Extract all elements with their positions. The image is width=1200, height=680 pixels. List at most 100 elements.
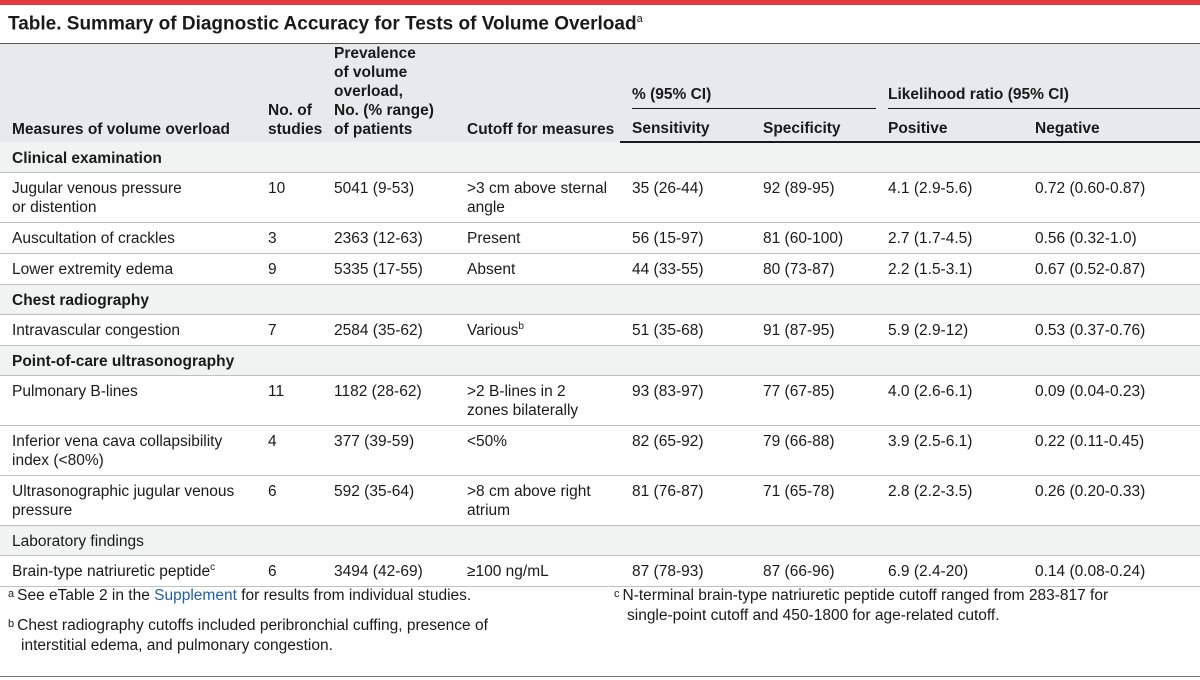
title-divider (0, 43, 1200, 44)
cell-prevalence: 592 (35-64) (322, 475, 455, 526)
table-row: Lower extremity edema 9 5335 (17-55) Absent… (0, 253, 1200, 285)
cell-sensitivity: 81 (76-87) (620, 475, 751, 526)
cell-negative: 0.67 (0.52-0.87) (1023, 253, 1200, 285)
cell-studies: 6 (256, 555, 322, 587)
cell-prevalence: 5335 (17-55) (322, 253, 455, 285)
section-header: Laboratory findings (0, 525, 1200, 556)
supplement-link[interactable]: Supplement (154, 587, 237, 604)
cell-cutoff: Variousb (455, 314, 620, 346)
header-prevalence: Prevalence of volume overload, No. (% range… (322, 44, 455, 142)
table-row: Intravascular congestion 7 2584 (35-62) Var… (0, 314, 1200, 346)
cell-sensitivity: 44 (33-55) (620, 253, 751, 285)
header-measures: Measures of volume overload (0, 44, 256, 142)
cell-cutoff: <50% (455, 425, 620, 476)
cell-negative: 0.22 (0.11-0.45) (1023, 425, 1200, 476)
cell-negative: 0.72 (0.60-0.87) (1023, 172, 1200, 223)
cell-negative: 0.14 (0.08-0.24) (1023, 555, 1200, 587)
cell-measure: Brain-type natriuretic peptidec (0, 555, 256, 587)
cell-prevalence: 3494 (42-69) (322, 555, 455, 587)
cell-specificity: 87 (66-96) (751, 555, 876, 587)
cell-studies: 10 (256, 172, 322, 223)
cell-positive: 3.9 (2.5-6.1) (876, 425, 1023, 476)
footnote-a: a See eTable 2 in the Supplement for resu… (8, 587, 472, 604)
header-likelihood-group: Likelihood ratio (95% CI) (876, 44, 1200, 113)
title-footnote-mark: a (636, 13, 643, 25)
header-specificity: Specificity (751, 113, 876, 143)
header-sensitivity: Sensitivity (620, 113, 751, 143)
section-title: Clinical examination (0, 142, 1200, 173)
header-negative: Negative (1023, 113, 1200, 143)
cell-negative: 0.26 (0.20-0.33) (1023, 475, 1200, 526)
cell-measure: Intravascular congestion (0, 314, 256, 346)
footnote-c: c N-terminal brain-type natriuretic pepti… (614, 587, 1109, 624)
cell-negative: 0.56 (0.32-1.0) (1023, 222, 1200, 254)
header-percent-group: % (95% CI) (620, 44, 876, 113)
cell-studies: 11 (256, 375, 322, 426)
cell-positive: 4.1 (2.9-5.6) (876, 172, 1023, 223)
table-row: Inferior vena cava collapsibility index (… (0, 425, 1200, 476)
cell-studies: 3 (256, 222, 322, 254)
footnote-b: b Chest radiography cutoffs included peri… (8, 617, 488, 654)
cell-prevalence: 2584 (35-62) (322, 314, 455, 346)
cell-specificity: 79 (66-88) (751, 425, 876, 476)
cell-prevalence: 5041 (9-53) (322, 172, 455, 223)
cell-sensitivity: 93 (83-97) (620, 375, 751, 426)
cell-negative: 0.53 (0.37-0.76) (1023, 314, 1200, 346)
cell-specificity: 71 (65-78) (751, 475, 876, 526)
header-studies: No. of studies (256, 44, 322, 142)
cell-specificity: 81 (60-100) (751, 222, 876, 254)
cell-studies: 7 (256, 314, 322, 346)
cell-cutoff: >3 cm above sternal angle (455, 172, 620, 223)
cell-positive: 6.9 (2.4-20) (876, 555, 1023, 587)
cell-measure: Lower extremity edema (0, 253, 256, 285)
cell-specificity: 80 (73-87) (751, 253, 876, 285)
cell-measure: Auscultation of crackles (0, 222, 256, 254)
cell-specificity: 91 (87-95) (751, 314, 876, 346)
cell-cutoff: ≥100 ng/mL (455, 555, 620, 587)
header-positive: Positive (876, 113, 1023, 143)
cell-prevalence: 377 (39-59) (322, 425, 455, 476)
cell-sensitivity: 51 (35-68) (620, 314, 751, 346)
section-title: Laboratory findings (0, 525, 1200, 556)
section-header: Point-of-care ultrasonography (0, 345, 1200, 376)
cell-measure: Inferior vena cava collapsibility index (… (0, 425, 256, 476)
cell-cutoff: Absent (455, 253, 620, 285)
table-row: Pulmonary B-lines 11 1182 (28-62) >2 B-line… (0, 375, 1200, 426)
cell-cutoff: Present (455, 222, 620, 254)
section-header: Chest radiography (0, 284, 1200, 315)
footnote-mark: b (518, 320, 524, 332)
cell-sensitivity: 87 (78-93) (620, 555, 751, 587)
table-row: Auscultation of crackles 3 2363 (12-63) Pre… (0, 222, 1200, 254)
cell-studies: 4 (256, 425, 322, 476)
cell-sensitivity: 56 (15-97) (620, 222, 751, 254)
cell-cutoff: >8 cm above right atrium (455, 475, 620, 526)
cell-positive: 2.7 (1.7-4.5) (876, 222, 1023, 254)
cell-studies: 9 (256, 253, 322, 285)
table-row: Ultrasonographic jugular venous pressure 6… (0, 475, 1200, 526)
cell-specificity: 92 (89-95) (751, 172, 876, 223)
cell-positive: 4.0 (2.6-6.1) (876, 375, 1023, 426)
cell-prevalence: 1182 (28-62) (322, 375, 455, 426)
cell-positive: 5.9 (2.9-12) (876, 314, 1023, 346)
cell-negative: 0.09 (0.04-0.23) (1023, 375, 1200, 426)
table-row: Jugular venous pressure or distention 10 50… (0, 172, 1200, 223)
cell-studies: 6 (256, 475, 322, 526)
cell-cutoff: >2 B-lines in 2 zones bilaterally (455, 375, 620, 426)
table-row: Brain-type natriuretic peptidec 6 3494 (42… (0, 555, 1200, 587)
cell-measure: Ultrasonographic jugular venous pressure (0, 475, 256, 526)
bottom-divider (0, 676, 1200, 677)
cell-prevalence: 2363 (12-63) (322, 222, 455, 254)
accent-bar (0, 0, 1200, 5)
header-cutoff: Cutoff for measures (455, 44, 620, 142)
table-title: Table. Summary of Diagnostic Accuracy fo… (8, 13, 643, 35)
cell-specificity: 77 (67-85) (751, 375, 876, 426)
cell-measure: Jugular venous pressure or distention (0, 172, 256, 223)
cell-measure: Pulmonary B-lines (0, 375, 256, 426)
cell-positive: 2.2 (1.5-3.1) (876, 253, 1023, 285)
cell-sensitivity: 35 (26-44) (620, 172, 751, 223)
cell-sensitivity: 82 (65-92) (620, 425, 751, 476)
cell-positive: 2.8 (2.2-3.5) (876, 475, 1023, 526)
footnote-mark: c (210, 561, 216, 573)
section-title: Chest radiography (0, 284, 1200, 315)
section-title: Point-of-care ultrasonography (0, 345, 1200, 376)
